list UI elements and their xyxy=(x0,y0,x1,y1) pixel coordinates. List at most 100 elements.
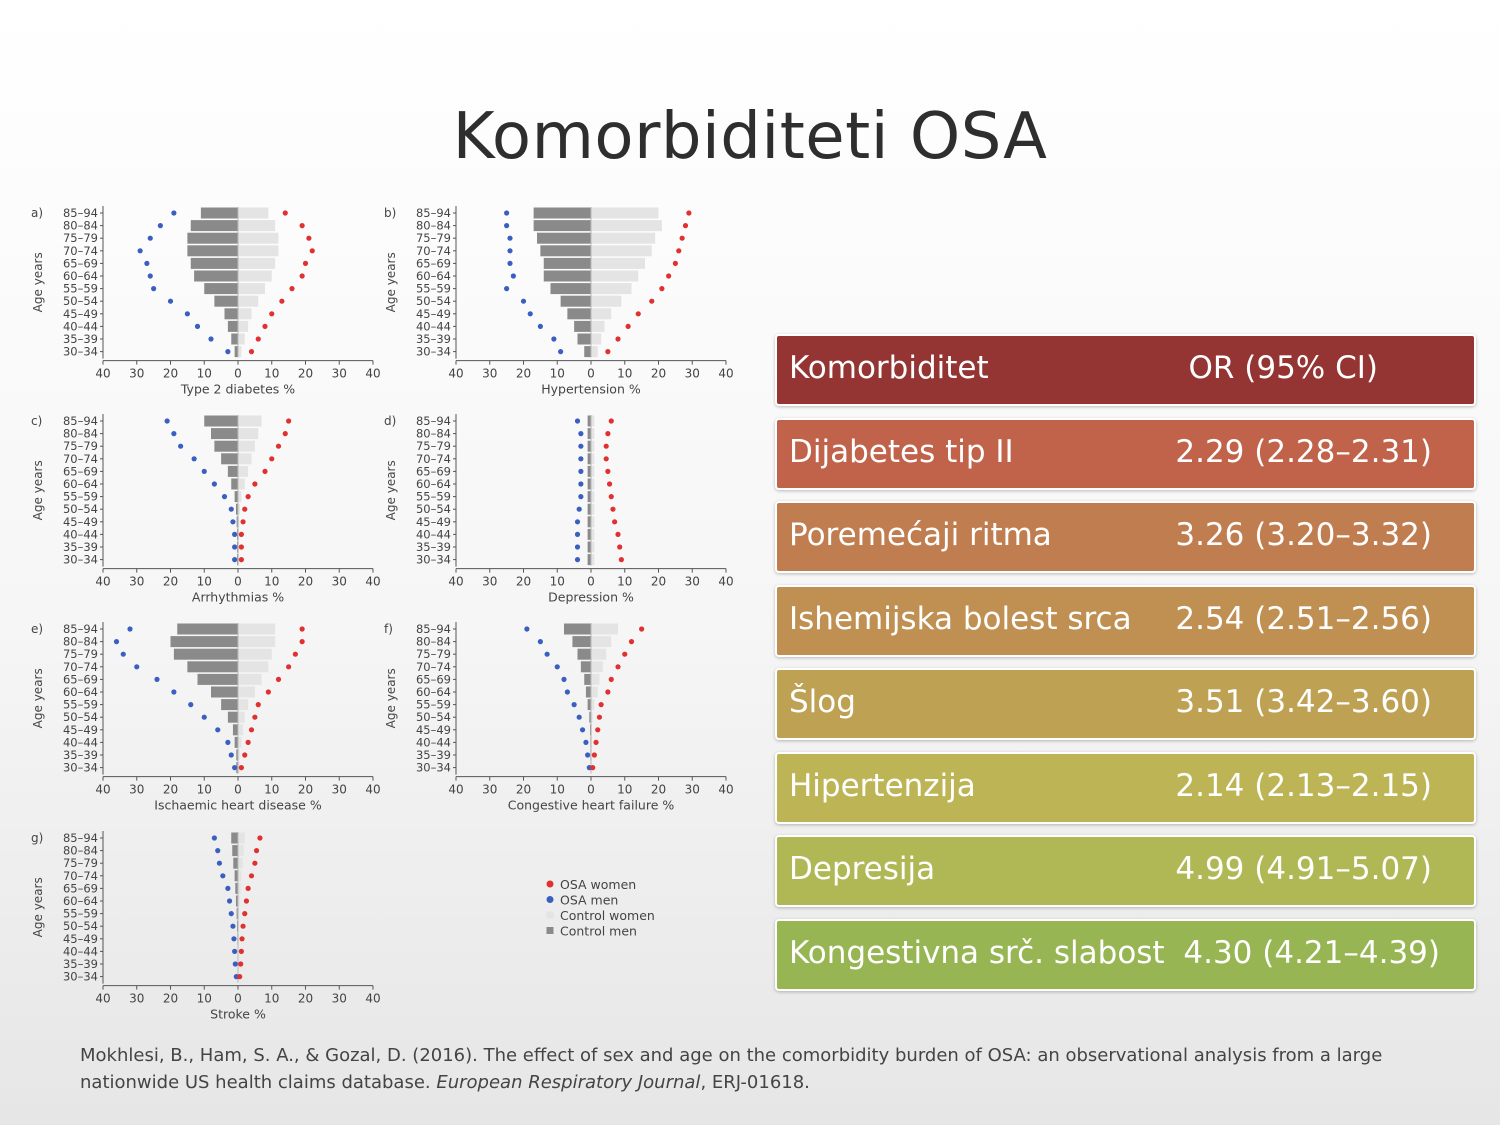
citation-journal: European Respiratory Journal xyxy=(436,1072,701,1093)
osa-women-point xyxy=(649,298,655,304)
control-women-bar xyxy=(591,283,632,295)
x-tick-label: 0 xyxy=(587,575,595,589)
control-women-bar xyxy=(591,270,639,282)
x-axis-label: Congestive heart failure % xyxy=(508,798,675,813)
osa-men-point xyxy=(558,349,564,355)
citation: Mokhlesi, B., Ham, S. A., & Gozal, D. (2… xyxy=(80,1042,1420,1096)
control-men-bar xyxy=(235,503,238,515)
age-tick-label: 30–34 xyxy=(63,970,98,984)
panel-letter: c) xyxy=(31,414,42,428)
control-women-bar xyxy=(591,528,595,540)
legend-swatch xyxy=(546,927,554,934)
control-women-bar xyxy=(591,320,605,332)
control-women-bar xyxy=(238,245,279,257)
age-tick-label: 35–39 xyxy=(63,748,98,762)
x-tick-label: 10 xyxy=(550,783,565,797)
osa-women-point xyxy=(299,626,305,632)
control-women-bar xyxy=(238,711,245,723)
osa-women-point xyxy=(240,923,246,929)
osa-women-point xyxy=(279,298,285,304)
control-women-bar xyxy=(591,541,595,553)
osa-men-point xyxy=(134,664,140,670)
age-tick-label: 35–39 xyxy=(416,332,451,346)
control-women-bar xyxy=(238,895,241,907)
or-row-diabetes: Dijabetes tip II 2.29 (2.28–2.31) xyxy=(775,417,1476,490)
x-tick-label: 20 xyxy=(516,783,531,797)
age-tick-label: 45–49 xyxy=(63,307,98,321)
osa-men-point xyxy=(232,544,238,550)
osa-women-point xyxy=(615,336,621,342)
control-women-bar xyxy=(238,736,242,748)
osa-men-point xyxy=(520,298,527,304)
osa-women-point xyxy=(306,235,312,241)
x-tick-label: 30 xyxy=(129,367,144,381)
control-men-bar xyxy=(173,648,238,660)
osa-women-point xyxy=(243,898,250,904)
osa-women-point xyxy=(242,506,248,512)
osa-women-point xyxy=(275,676,282,682)
osa-men-point xyxy=(579,727,586,733)
age-tick-label: 65–69 xyxy=(416,256,451,270)
osa-men-point xyxy=(211,835,217,841)
age-tick-label: 75–79 xyxy=(63,647,98,661)
osa-women-point xyxy=(605,689,611,695)
x-tick-label: 0 xyxy=(587,783,595,797)
osa-men-point xyxy=(578,456,584,462)
x-tick-label: 10 xyxy=(197,992,212,1006)
age-tick-label: 35–39 xyxy=(63,332,98,346)
osa-men-point xyxy=(230,519,236,525)
age-tick-label: 40–44 xyxy=(63,527,98,541)
osa-men-point xyxy=(544,651,550,657)
osa-men-point xyxy=(576,714,582,720)
osa-men-point xyxy=(231,936,237,942)
age-tick-label: 80–84 xyxy=(63,635,98,649)
osa-women-point xyxy=(238,948,244,954)
control-men-bar xyxy=(236,908,238,920)
osa-men-point xyxy=(127,626,133,632)
legend-swatch xyxy=(546,911,554,919)
osa-women-point xyxy=(605,468,611,474)
control-men-bar xyxy=(550,283,591,295)
x-tick-label: 40 xyxy=(448,575,463,589)
x-tick-label: 30 xyxy=(129,992,144,1006)
control-men-bar xyxy=(587,503,591,515)
osa-women-point xyxy=(269,456,275,462)
x-tick-label: 10 xyxy=(550,575,565,589)
osa-men-point xyxy=(215,848,221,854)
osa-men-point xyxy=(232,557,238,563)
age-tick-label: 80–84 xyxy=(63,219,98,233)
osa-men-point xyxy=(527,311,533,317)
legend-label: Control women xyxy=(560,908,655,923)
control-women-bar xyxy=(238,320,249,332)
osa-women-point xyxy=(628,639,635,645)
control-men-bar xyxy=(234,736,238,748)
panel-letter: f) xyxy=(384,622,393,636)
osa-women-point xyxy=(615,531,621,537)
age-tick-label: 75–79 xyxy=(63,439,98,453)
osa-women-point xyxy=(686,210,692,216)
osa-women-point xyxy=(238,765,244,771)
osa-women-point xyxy=(245,739,251,745)
control-men-bar xyxy=(235,882,238,894)
control-women-bar xyxy=(238,832,245,844)
x-tick-label: 40 xyxy=(718,783,733,797)
age-tick-label: 50–54 xyxy=(416,294,451,308)
osa-women-point xyxy=(240,519,246,525)
age-tick-label: 85–94 xyxy=(63,206,98,220)
control-men-bar xyxy=(587,528,591,540)
control-women-bar xyxy=(591,491,595,503)
control-men-bar xyxy=(227,711,238,723)
control-women-bar xyxy=(238,623,276,635)
osa-men-point xyxy=(578,481,584,487)
control-men-bar xyxy=(221,453,238,465)
x-tick-label: 20 xyxy=(298,575,313,589)
osa-men-point xyxy=(221,494,228,500)
control-men-bar xyxy=(234,870,238,882)
osa-women-point xyxy=(252,714,258,720)
age-tick-label: 30–34 xyxy=(416,761,451,775)
control-men-bar xyxy=(224,308,238,320)
x-tick-label: 10 xyxy=(264,992,279,1006)
age-tick-label: 75–79 xyxy=(416,231,451,245)
or-row-arrhythmia: Poremećaji ritma 3.26 (3.20–3.32) xyxy=(775,501,1476,573)
